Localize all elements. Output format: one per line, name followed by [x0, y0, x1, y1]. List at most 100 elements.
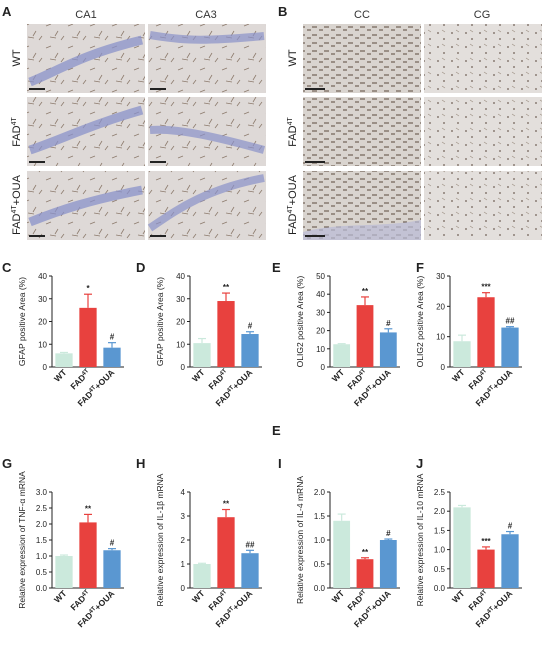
significance-mark: ## [246, 540, 255, 549]
panel-label-i: I [278, 456, 282, 471]
y-tick-label: 2.0 [36, 520, 48, 529]
y-tick-label: 0.0 [434, 584, 446, 593]
y-tick-label: 0.5 [36, 568, 48, 577]
y-tick-label: 10 [316, 345, 325, 354]
x-tick-label: WT [190, 588, 207, 605]
x-tick-label: WT [450, 367, 467, 384]
micrograph-cc-fad-oua [303, 171, 421, 240]
y-tick-label: 40 [316, 290, 325, 299]
y-tick-label: 30 [38, 295, 47, 304]
column-label-ca3: CA3 [195, 9, 216, 21]
y-tick-label: 30 [316, 308, 325, 317]
bar-fad [79, 522, 97, 588]
y-tick-label: 40 [38, 272, 47, 281]
y-tick-label: 2.5 [36, 504, 48, 513]
y-tick-label: 2.0 [434, 507, 446, 516]
y-tick-label: 10 [38, 340, 47, 349]
micrograph-cg-fad [424, 97, 542, 166]
bar-fad [356, 559, 374, 588]
bar-fad-oua [379, 332, 397, 367]
y-tick-label: 3 [181, 512, 186, 521]
bar-fad-oua [379, 540, 397, 588]
bar-wt [453, 341, 471, 367]
bar-fad [477, 549, 495, 588]
significance-mark: # [508, 522, 513, 531]
row-label-wt-left: WT [11, 49, 23, 66]
significance-mark: # [110, 539, 115, 548]
row-label-fad-left: FAD4T [11, 116, 23, 146]
x-tick-label: WT [190, 367, 207, 384]
bar-fad-oua [241, 334, 259, 367]
micrograph-ca1-wt [27, 24, 145, 93]
y-tick-label: 0 [181, 363, 186, 372]
y-tick-label: 1.5 [314, 512, 326, 521]
bar-wt [55, 556, 73, 588]
significance-mark: ** [362, 548, 369, 557]
bar-fad-oua [103, 550, 121, 588]
chart-j: 0.0 0.5 1.0 1.5 2.0 2.5 Relative expression of… [415, 473, 522, 629]
micrograph-cg-wt [424, 24, 542, 93]
x-tick-label: WT [52, 367, 69, 384]
y-tick-label: 4 [181, 488, 186, 497]
y-tick-label: 0.5 [434, 565, 446, 574]
y-tick-label: 30 [436, 272, 445, 281]
significance-mark: ## [506, 317, 515, 326]
y-axis-label: GFAP positive Area (%) [17, 277, 27, 366]
significance-mark: ** [362, 287, 369, 296]
y-axis-label: Relative expression of TNF-α mRNA [17, 471, 27, 609]
y-tick-label: 50 [316, 272, 325, 281]
panel-label-e-duplicate: E [272, 423, 281, 438]
row-label-fad-oua-right: FAD4T+OUA [287, 174, 299, 235]
bar-fad-oua [103, 347, 121, 367]
y-tick-label: 30 [176, 295, 185, 304]
panel-label-f: F [416, 260, 424, 275]
y-tick-label: 1.5 [36, 536, 48, 545]
bar-wt [55, 353, 73, 367]
y-tick-label: 1.0 [314, 536, 326, 545]
panel-label-g: G [2, 456, 12, 471]
y-tick-label: 20 [316, 327, 325, 336]
row-label-fad-right: FAD4T [287, 116, 299, 146]
bar-fad-oua [501, 534, 519, 588]
y-tick-label: 40 [176, 272, 185, 281]
x-tick-label: WT [450, 588, 467, 605]
x-tick-label: WT [330, 367, 347, 384]
column-label-ca1: CA1 [75, 9, 96, 21]
x-tick-label: WT [52, 588, 69, 605]
micrograph-ca1-fad [27, 97, 145, 166]
significance-mark: ** [223, 500, 230, 509]
significance-mark: # [248, 322, 253, 331]
y-axis-label: GFAP positive Area (%) [155, 277, 165, 366]
bar-wt [193, 564, 211, 588]
panel-label-h: H [136, 456, 145, 471]
bar-wt [333, 520, 351, 588]
bar-fad-oua [501, 327, 519, 367]
y-tick-label: 0 [181, 584, 186, 593]
y-tick-label: 0 [441, 363, 446, 372]
panel-label-d: D [136, 260, 145, 275]
y-tick-label: 0 [43, 363, 48, 372]
column-label-cc: CC [354, 9, 370, 21]
y-tick-label: 1.5 [434, 526, 446, 535]
y-tick-label: 0.5 [314, 560, 326, 569]
y-tick-label: 0 [321, 363, 326, 372]
significance-mark: *** [481, 537, 491, 546]
bar-fad [356, 305, 374, 367]
y-tick-label: 20 [436, 302, 445, 311]
y-tick-label: 2.0 [314, 488, 326, 497]
bar-fad-oua [241, 553, 259, 588]
y-axis-label: Relative expression of IL-1β mRNA [155, 473, 165, 606]
micrograph-ca3-fad-oua [147, 171, 266, 240]
panel-label-e: E [272, 260, 281, 275]
y-tick-label: 10 [436, 333, 445, 342]
significance-mark: # [110, 333, 115, 342]
chart-g: 0.0 0.5 1.0 1.5 2.0 2.5 3.0 Relative expression… [17, 471, 124, 629]
bar-wt [453, 507, 471, 588]
chart-h: 0 1 2 3 4 Relative expression of IL-1β mRNA WT… [155, 473, 262, 629]
y-axis-label: OLIG2 positive Area (%) [295, 276, 305, 368]
panel-label-c: C [2, 260, 12, 275]
x-tick-label: WT [330, 588, 347, 605]
micrograph-cc-wt [303, 24, 421, 93]
